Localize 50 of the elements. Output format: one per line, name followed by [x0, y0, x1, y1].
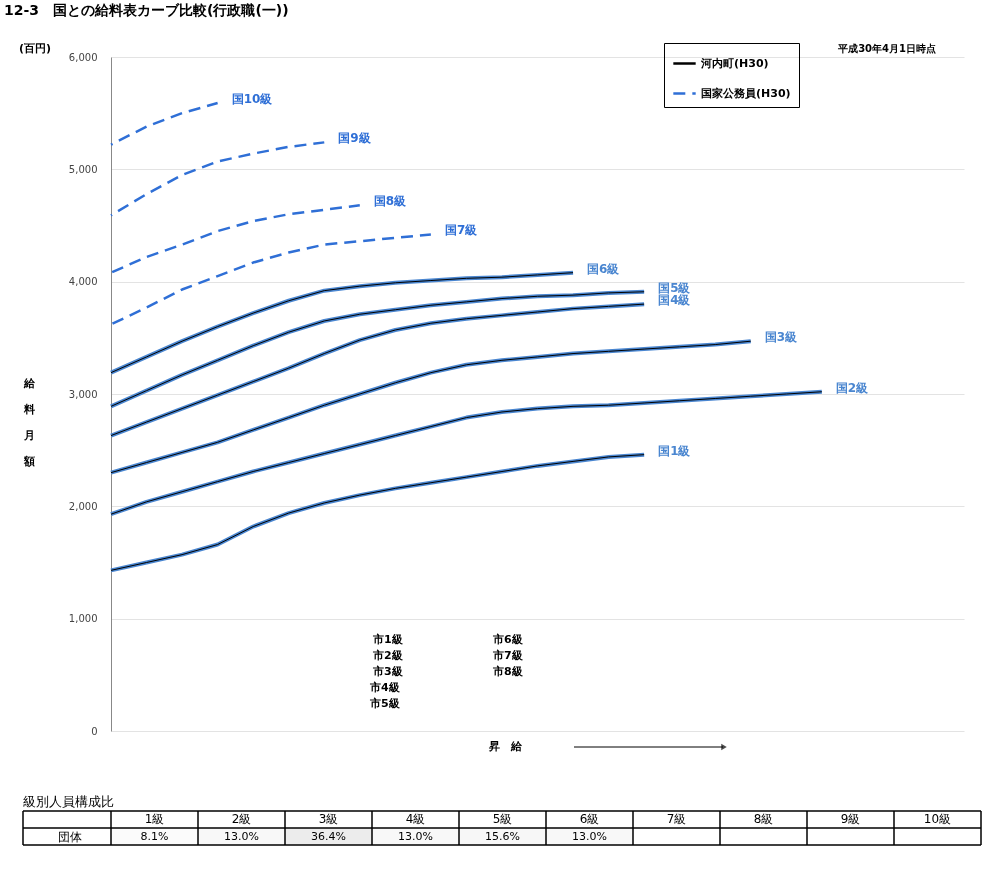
y-tick-label: 2,000: [68, 500, 98, 512]
x-axis-title: 昇 給: [488, 740, 523, 753]
y-tick-label: 5,000: [68, 163, 98, 175]
data-label: 13.0%: [572, 829, 607, 843]
text: (百円): [19, 42, 52, 55]
x-tick-label: 1級: [144, 811, 165, 826]
y-tick-label: 団体: [57, 829, 82, 844]
series-label: 国1級: [658, 443, 692, 458]
x-tick-label: 6級: [579, 811, 600, 826]
y-tick-label: 6,000: [68, 51, 98, 63]
series-label: 国9級: [338, 131, 372, 146]
x-tick-label: 7級: [666, 811, 687, 826]
annotation: 市8級: [492, 665, 524, 678]
annotation: 市4級: [369, 681, 401, 694]
data-label: 13.0%: [398, 829, 433, 843]
y-tick-label: 3,000: [68, 388, 98, 400]
series-label: 国2級: [835, 380, 870, 395]
x-tick-label: 4級: [405, 811, 426, 826]
data-label: 8.1%: [140, 829, 169, 843]
annotation: 市1級: [372, 633, 404, 646]
data-label: 13.0%: [224, 829, 259, 843]
x-tick-label: 5級: [492, 811, 513, 826]
chart-title: 12-3 国との給料表カーブ比較(行政職(一)): [4, 2, 289, 18]
series-label: 国8級: [373, 194, 408, 209]
series-label: 国6級: [587, 261, 621, 276]
annotation: 市2級: [372, 649, 404, 662]
legend-label: 河内町(H30): [700, 56, 769, 70]
annotation: 市3級: [372, 665, 404, 678]
annotation: 市7級: [492, 649, 524, 662]
series-label: 国4級: [658, 293, 692, 308]
x-tick-label: 10級: [923, 811, 952, 826]
x-tick-label: 9級: [840, 811, 861, 826]
chart-title: 級別人員構成比: [23, 794, 114, 809]
y-tick-label: 4,000: [68, 276, 98, 288]
data-label: 36.4%: [311, 829, 346, 843]
annotation: 国家公務員(H30): [701, 86, 791, 100]
series-label: 国7級: [444, 223, 479, 238]
annotation: 市6級: [492, 633, 524, 646]
y-tick-label: 0: [91, 725, 98, 737]
data-label: 15.6%: [485, 829, 520, 843]
series-label: 国3級: [764, 330, 799, 345]
text: 平成30年4月1日時点: [837, 43, 936, 54]
series-label: 国5級: [658, 280, 692, 295]
y-tick-label: 1,000: [68, 613, 98, 625]
x-tick-label: 3級: [318, 811, 339, 826]
annotation: 市5級: [369, 697, 401, 710]
x-tick-label: 8級: [753, 811, 774, 826]
series-label: 国10級: [231, 92, 274, 107]
y-axis-title: 給料月額: [22, 377, 36, 468]
x-tick-label: 2級: [231, 811, 252, 826]
